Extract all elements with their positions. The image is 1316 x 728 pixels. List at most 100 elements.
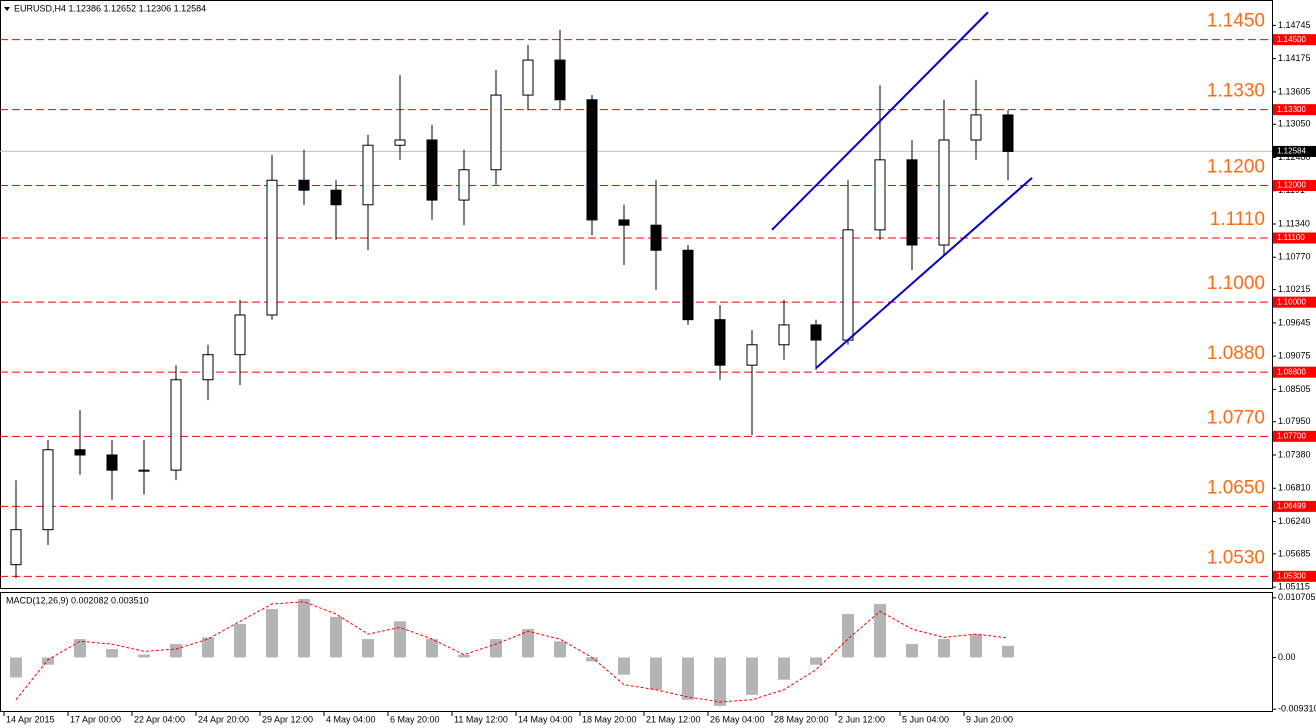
x-tick-label: 14 May 04:00	[518, 714, 573, 724]
level-price-box	[1273, 430, 1316, 442]
candle-body	[938, 139, 950, 246]
macd-bar	[938, 639, 950, 658]
macd-bar	[426, 639, 438, 658]
macd-bar	[746, 657, 758, 695]
level-price-box	[1273, 180, 1316, 191]
y-tick-label: 1.06810	[1278, 483, 1311, 493]
y-tick-label: 1.10215	[1278, 284, 1311, 294]
y-tick-label: 1.09075	[1278, 351, 1311, 361]
macd-bar	[1002, 645, 1014, 658]
level-price-label: 1.12000	[1277, 181, 1306, 190]
macd-bar	[714, 657, 726, 706]
candle-body	[1002, 114, 1014, 152]
candle-body	[106, 454, 118, 471]
candle-body	[298, 179, 310, 191]
x-tick-label: 14 Apr 2015	[6, 714, 55, 724]
macd-bar	[138, 654, 150, 658]
x-tick-label: 21 May 12:00	[646, 714, 701, 724]
level-label: 1.1450	[1207, 11, 1265, 32]
macd-bar	[298, 599, 310, 658]
macd-bar	[362, 639, 374, 658]
channel-line	[815, 177, 1033, 369]
x-tick-label: 29 Apr 12:00	[262, 714, 313, 724]
level-label: 1.0530	[1207, 547, 1265, 568]
level-label: 1.0880	[1207, 343, 1265, 364]
candle-body	[234, 314, 246, 356]
macd-bar	[490, 639, 502, 658]
macd-bar	[842, 614, 854, 658]
candle-body	[714, 319, 726, 366]
x-tick-label: 4 May 04:00	[326, 714, 376, 724]
y-tick-label: 1.05685	[1278, 548, 1311, 558]
macd-bar	[394, 621, 406, 658]
candle-body	[362, 144, 374, 206]
level-price-box	[1273, 34, 1316, 46]
macd-bar	[234, 624, 246, 658]
y-tick-label: 1.09645	[1278, 317, 1311, 327]
candle-body	[202, 354, 214, 381]
x-tick-label: 17 Apr 00:00	[70, 714, 121, 724]
y-tick-label: 0.00	[1278, 652, 1296, 662]
current-price-label: 1.12584	[1277, 147, 1306, 156]
macd-bar	[522, 629, 534, 658]
level-price-box	[1273, 570, 1316, 582]
y-tick-label: 1.08505	[1278, 384, 1311, 394]
x-tick-label: 2 Jun 12:00	[838, 714, 885, 724]
y-tick-label: -0.009310	[1278, 704, 1316, 714]
macd-bar	[106, 649, 118, 658]
level-price-box	[1273, 232, 1316, 244]
candle-body	[746, 344, 758, 366]
candle-body	[138, 469, 150, 472]
macd-bar	[970, 634, 982, 658]
macd-bar	[682, 657, 694, 700]
candle-body	[906, 159, 918, 246]
macd-bar	[170, 644, 182, 658]
y-tick-label: 0.010705	[1278, 592, 1316, 602]
level-price-label: 1.05300	[1277, 571, 1306, 580]
candle-body	[650, 224, 662, 251]
x-tick-label: 18 May 20:00	[582, 714, 637, 724]
candle-body	[266, 179, 278, 316]
x-tick-label: 11 May 12:00	[454, 714, 508, 724]
candle-body	[554, 59, 566, 101]
x-tick-label: 6 May 20:00	[390, 714, 440, 724]
candle-body	[842, 229, 854, 341]
x-tick-label: 24 Apr 20:00	[198, 714, 249, 724]
candle-body	[394, 139, 406, 146]
candle-body	[586, 99, 598, 221]
level-price-label: 1.13300	[1277, 105, 1306, 114]
current-price-box	[1273, 145, 1316, 157]
y-tick-label: 1.07380	[1278, 449, 1311, 459]
candle-body	[810, 324, 822, 341]
channel-line	[771, 11, 989, 231]
price-panel	[0, 0, 1273, 589]
macd-bar	[458, 654, 470, 658]
macd-bar	[330, 616, 342, 658]
y-tick-label: 1.11340	[1278, 218, 1310, 228]
macd-bar	[586, 657, 598, 662]
x-tick-label: 5 Jun 04:00	[902, 714, 949, 724]
candle-body	[522, 59, 534, 96]
x-tick-label: 28 May 20:00	[774, 714, 829, 724]
macd-bar	[202, 637, 214, 658]
level-price-box	[1273, 296, 1316, 308]
macd-panel	[0, 592, 1273, 712]
macd-bar	[74, 639, 86, 658]
y-tick-label: 1.14745	[1278, 20, 1311, 30]
y-tick-label: 1.14175	[1278, 53, 1311, 63]
y-tick-label: 1.13050	[1278, 119, 1311, 129]
level-label: 1.0650	[1207, 477, 1265, 498]
candle-body	[330, 189, 342, 206]
x-tick-label: 9 Jun 20:00	[966, 714, 1013, 724]
candle-body	[490, 94, 502, 171]
level-label: 1.1200	[1207, 157, 1265, 178]
candle-body	[682, 249, 694, 321]
candle-body	[74, 449, 86, 456]
candle-body	[618, 219, 630, 226]
level-price-label: 1.07700	[1277, 431, 1306, 440]
level-label: 1.1330	[1207, 81, 1265, 102]
menu-arrow	[4, 7, 10, 11]
signal-line	[15, 601, 1009, 703]
macd-bar	[778, 657, 790, 680]
